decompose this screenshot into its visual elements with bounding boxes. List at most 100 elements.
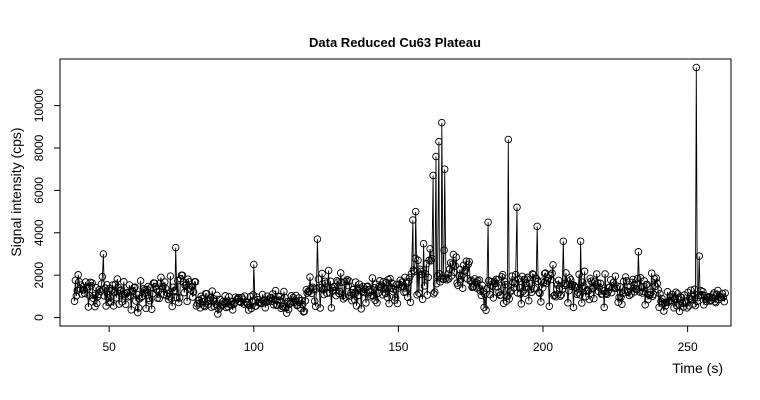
data-point	[371, 296, 379, 305]
data-point	[711, 297, 719, 306]
data-point	[165, 292, 174, 301]
data-point	[449, 250, 458, 259]
data-point	[97, 280, 106, 288]
data-point	[514, 275, 523, 283]
data-point	[520, 275, 528, 284]
data-point	[191, 278, 200, 286]
data-point	[519, 287, 527, 295]
data-point	[511, 279, 519, 287]
data-point	[297, 296, 306, 305]
data-point	[309, 285, 318, 293]
data-point	[437, 274, 446, 282]
x-tick-label: 50	[102, 340, 116, 354]
data-point	[500, 277, 509, 286]
data-point	[414, 256, 422, 265]
data-point	[369, 291, 378, 300]
data-point	[687, 286, 695, 294]
data-point	[175, 294, 184, 302]
data-point	[157, 273, 165, 282]
data-point	[721, 289, 729, 297]
data-point	[424, 273, 432, 282]
data-point	[78, 290, 86, 298]
data-point	[548, 269, 556, 278]
x-tick-label: 250	[678, 340, 698, 354]
data-point	[114, 283, 122, 292]
data-point	[692, 63, 701, 72]
data-point	[405, 273, 414, 282]
data-point	[590, 294, 598, 303]
data-point	[682, 299, 690, 307]
data-point	[311, 302, 320, 311]
data-point	[333, 276, 341, 285]
data-point	[654, 286, 662, 294]
data-point	[215, 305, 223, 313]
data-point	[559, 237, 568, 245]
data-point	[604, 288, 612, 296]
data-point	[301, 297, 310, 305]
data-point	[530, 284, 539, 293]
data-point	[381, 289, 390, 298]
data-point	[397, 282, 405, 291]
data-point	[134, 308, 142, 317]
data-point	[554, 276, 563, 285]
data-point	[406, 298, 415, 306]
data-point	[600, 303, 608, 312]
data-point	[429, 171, 437, 180]
data-point	[459, 261, 468, 269]
data-point	[706, 297, 715, 305]
data-point	[171, 286, 179, 295]
data-point	[368, 274, 377, 282]
data-point	[585, 295, 594, 304]
data-point	[583, 286, 592, 294]
data-point	[379, 277, 388, 286]
data-point	[100, 292, 109, 300]
data-point	[498, 270, 507, 279]
data-point	[539, 279, 548, 287]
data-point	[130, 284, 138, 292]
data-point	[573, 290, 581, 299]
data-point	[357, 305, 365, 313]
data-point	[146, 296, 154, 305]
data-point	[404, 277, 413, 286]
data-point	[299, 308, 308, 316]
data-point	[426, 245, 434, 253]
data-point	[693, 297, 702, 306]
x-tick-label: 100	[244, 340, 264, 354]
data-point	[570, 282, 579, 290]
data-point	[411, 207, 420, 216]
data-point	[82, 283, 91, 292]
data-point	[139, 285, 148, 293]
data-point	[633, 274, 642, 283]
y-tick-label: 8000	[32, 134, 46, 161]
data-point	[460, 267, 469, 275]
data-point	[303, 289, 311, 297]
data-point	[565, 274, 574, 282]
data-point	[546, 271, 554, 280]
data-point	[440, 165, 449, 173]
data-point	[533, 222, 541, 231]
data-point	[516, 290, 525, 298]
data-point	[451, 262, 459, 270]
data-point	[155, 294, 163, 303]
data-point	[517, 300, 526, 308]
data-point	[219, 297, 228, 306]
data-point	[557, 290, 566, 299]
data-point	[688, 293, 697, 301]
data-point	[113, 275, 122, 283]
data-point	[403, 279, 411, 288]
data-point	[430, 290, 438, 298]
data-point	[206, 294, 215, 302]
data-point	[121, 300, 130, 309]
data-point	[691, 301, 700, 310]
data-point	[147, 305, 156, 313]
data-point	[276, 292, 284, 301]
data-point	[619, 277, 628, 286]
data-point	[584, 287, 593, 295]
data-point	[136, 277, 145, 285]
data-point	[627, 290, 635, 298]
data-point	[261, 303, 270, 312]
data-point	[98, 272, 107, 281]
data-point	[92, 283, 100, 292]
data-point	[343, 275, 351, 284]
data-point	[134, 304, 143, 312]
